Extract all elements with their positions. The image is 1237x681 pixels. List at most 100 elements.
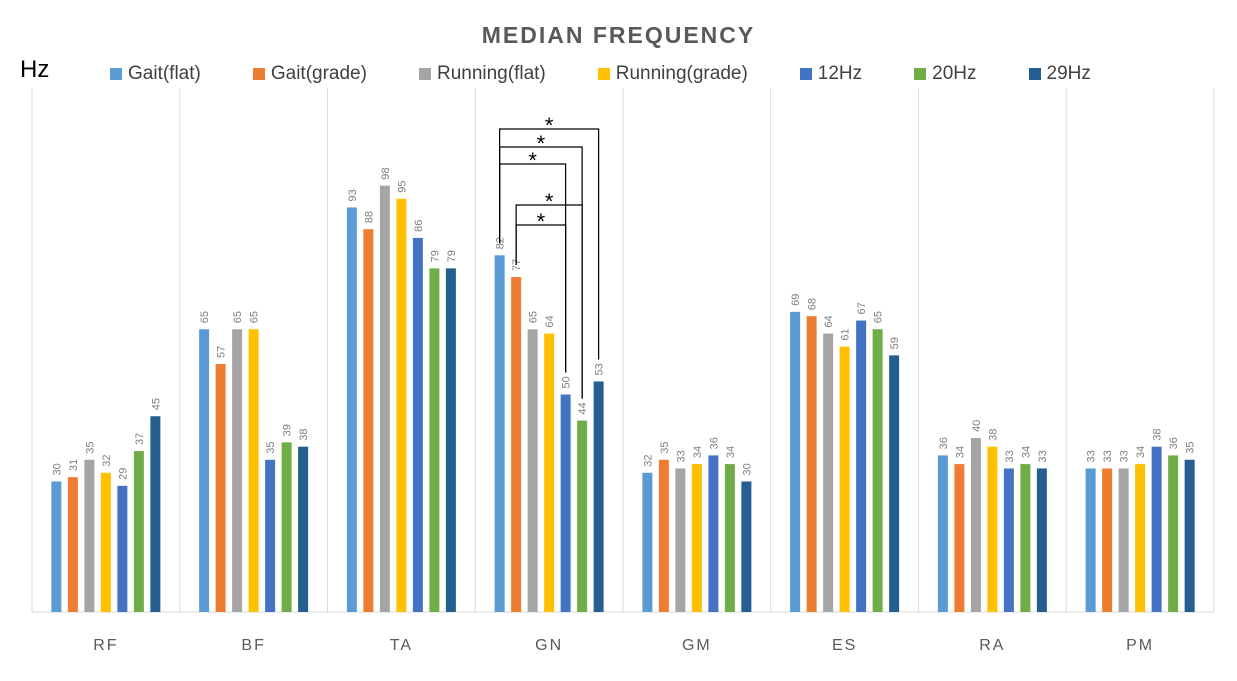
significance-marker: * xyxy=(545,189,554,214)
bar xyxy=(1118,468,1129,612)
legend-label: Gait(flat) xyxy=(128,63,201,84)
legend-label: Running(grade) xyxy=(615,63,748,84)
bar xyxy=(642,472,653,612)
data-label: 29 xyxy=(117,468,129,480)
bar xyxy=(1036,468,1047,612)
data-label: 30 xyxy=(741,463,753,475)
bar xyxy=(199,329,210,612)
bar xyxy=(150,416,161,612)
bar xyxy=(1168,455,1179,612)
legend-item: Gait(flat) xyxy=(110,63,201,85)
legend-item: 20Hz xyxy=(914,63,977,85)
bar xyxy=(741,481,752,612)
bar xyxy=(1135,464,1146,612)
data-label: 34 xyxy=(725,446,737,458)
data-label: 33 xyxy=(1037,450,1049,462)
bar xyxy=(511,277,522,612)
legend-label: Gait(grade) xyxy=(270,63,367,84)
data-label: 35 xyxy=(1185,442,1197,454)
x-tick-label: GN xyxy=(535,637,563,654)
bar xyxy=(987,446,998,612)
data-label: 34 xyxy=(1020,446,1032,458)
legend-label: 12Hz xyxy=(817,63,863,84)
data-label: 35 xyxy=(265,442,277,454)
bar xyxy=(379,185,390,612)
data-label: 31 xyxy=(68,459,80,471)
data-label: 98 xyxy=(380,167,392,179)
data-label: 59 xyxy=(889,337,901,349)
legend: Gait(flat) Gait(grade) Running(flat) Runnin… xyxy=(110,60,1091,88)
data-label: 61 xyxy=(840,328,852,340)
data-label: 79 xyxy=(429,250,441,262)
bar xyxy=(806,316,817,612)
data-label: 33 xyxy=(1102,450,1114,462)
x-tick-label: GM xyxy=(682,637,712,654)
data-label: 44 xyxy=(577,402,589,414)
data-label: 33 xyxy=(1086,450,1098,462)
legend-swatch xyxy=(597,68,610,80)
x-tick-label: PM xyxy=(1126,637,1154,654)
legend-swatch xyxy=(1028,68,1041,80)
data-label: 33 xyxy=(1119,450,1131,462)
data-label: 38 xyxy=(1152,428,1164,440)
bar xyxy=(445,268,456,612)
x-tick-label: RA xyxy=(979,637,1005,654)
bar xyxy=(412,237,423,612)
data-label: 65 xyxy=(232,311,244,323)
bar xyxy=(67,477,78,612)
legend-swatch xyxy=(914,68,927,80)
bar xyxy=(691,464,702,612)
data-label: 64 xyxy=(544,315,556,327)
legend-swatch xyxy=(110,68,122,80)
significance-marker: * xyxy=(537,131,546,156)
data-label: 38 xyxy=(987,428,999,440)
bar xyxy=(544,333,555,612)
legend-item: Running(flat) xyxy=(418,63,546,85)
bar xyxy=(970,438,981,612)
data-label: 65 xyxy=(249,311,261,323)
data-label: 36 xyxy=(708,437,720,449)
bar xyxy=(494,255,505,613)
bar xyxy=(281,442,292,612)
bar xyxy=(872,329,883,612)
chart-title: MEDIAN FREQUENCY xyxy=(481,22,756,48)
bar xyxy=(1020,464,1031,612)
bar xyxy=(100,472,111,612)
data-label: 57 xyxy=(216,346,228,358)
legend-item: Gait(grade) xyxy=(252,63,367,85)
bar xyxy=(1184,459,1195,612)
bar xyxy=(1003,468,1014,612)
data-label: 88 xyxy=(363,211,375,223)
data-label: 64 xyxy=(823,315,835,327)
data-label: 67 xyxy=(856,302,868,314)
bar xyxy=(658,459,669,612)
bar xyxy=(265,459,276,612)
data-label: 34 xyxy=(954,446,966,458)
bar xyxy=(396,198,407,612)
bar xyxy=(215,364,226,612)
bar xyxy=(560,394,571,612)
legend-label: Running(flat) xyxy=(436,63,546,84)
data-label: 77 xyxy=(511,259,523,271)
data-label: 65 xyxy=(199,311,211,323)
bar xyxy=(84,459,95,612)
significance-marker: * xyxy=(545,113,554,138)
bar xyxy=(1102,468,1113,612)
x-tick-label: TA xyxy=(390,637,413,654)
bar xyxy=(1151,446,1162,612)
data-label: 82 xyxy=(495,237,507,249)
bar xyxy=(889,355,900,612)
legend-label: 29Hz xyxy=(1046,63,1091,84)
bar xyxy=(937,455,948,612)
bar xyxy=(708,455,719,612)
legend-item: Running(grade) xyxy=(597,63,748,85)
bar xyxy=(429,268,440,612)
data-label: 40 xyxy=(971,420,983,432)
legend-swatch xyxy=(799,68,812,80)
bar xyxy=(675,468,686,612)
bar xyxy=(527,329,538,612)
data-label: 34 xyxy=(1135,446,1147,458)
data-label: 38 xyxy=(298,428,310,440)
data-label: 32 xyxy=(642,455,654,467)
x-tick-label: ES xyxy=(832,637,857,654)
